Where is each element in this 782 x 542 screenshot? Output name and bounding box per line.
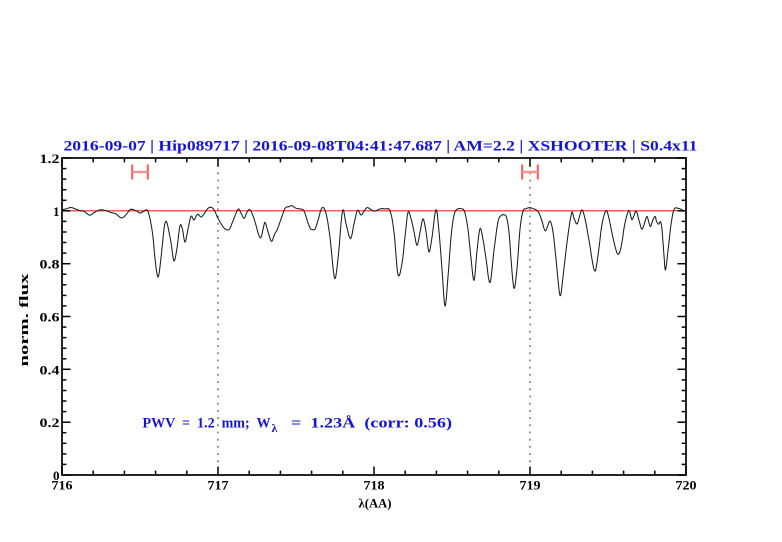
svg-text:718: 718 [364,478,386,493]
svg-text:λ(AA): λ(AA) [359,496,392,511]
svg-text:2016-09-07 | Hip089717 | 2016-: 2016-09-07 | Hip089717 | 2016-09-08T04:4… [64,139,698,155]
svg-text:λ: λ [272,421,278,435]
svg-text:PWV = 1.2 mm; W: PWV = 1.2 mm; W [143,416,271,432]
svg-text:1: 1 [53,204,60,219]
svg-text:0.2: 0.2 [40,415,60,430]
svg-text:0.6: 0.6 [40,310,61,325]
svg-text:1.2: 1.2 [40,151,60,166]
svg-text:norm. flux: norm. flux [16,273,31,367]
svg-text:0.4: 0.4 [40,362,61,377]
svg-text:0: 0 [53,468,60,483]
svg-text:717: 717 [208,478,230,493]
svg-text:0.8: 0.8 [40,257,61,272]
svg-text:720: 720 [676,478,697,493]
svg-text:716: 716 [52,478,74,493]
svg-text:719: 719 [520,478,542,493]
svg-text:= 1.23Å (corr: 0.56): = 1.23Å (corr: 0.56) [291,416,452,432]
